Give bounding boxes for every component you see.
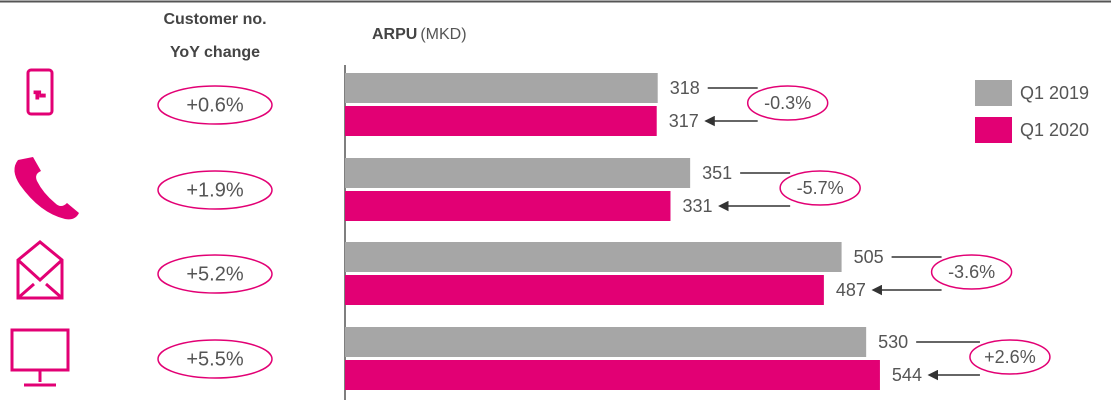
column-title: YoY change [170,44,260,61]
icon-glyph: T·· [35,91,45,100]
value-label: 505 [854,247,884,267]
chart-title: ARPU (MKD) [372,26,467,43]
change-ellipse [969,339,1051,375]
legend-swatch [975,80,1012,106]
customer-ellipse [157,170,273,210]
value-label: 544 [892,365,922,385]
value-label: 530 [878,332,908,352]
value-label: 487 [836,280,866,300]
change-ellipse [779,170,861,206]
change-ellipse [930,254,1013,290]
bar [345,73,658,103]
value-label: 331 [682,196,712,216]
customer-change: +1.9% [186,179,243,201]
subtitle: (MKD) [420,26,466,43]
customer-ellipse [157,254,273,294]
bar [345,327,867,357]
bar [345,106,657,136]
mobile-icon [26,68,54,116]
customer-change: +0.6% [186,94,243,116]
customer-ellipse [157,85,273,125]
bar [345,158,691,188]
column-title: Customer no. [163,11,266,28]
change-label: -3.6% [948,262,995,282]
change-label: -0.3% [764,93,811,113]
legend-swatch [975,117,1012,143]
customer-change: +5.2% [186,263,243,285]
bar [345,242,842,272]
tv-stand [24,370,56,387]
customer-change: +5.5% [186,348,243,370]
value-label: 351 [702,163,732,183]
change-ellipse [746,85,829,121]
bar [345,191,671,221]
phone-icon [14,157,80,220]
bar [345,360,880,390]
legend-label: Q1 2020 [1020,120,1089,140]
icons: T·· [10,68,80,387]
change-label: -5.7% [797,178,844,198]
mail-icon [16,240,64,300]
bar [345,275,824,305]
title: ARPU [372,26,417,43]
legend-label: Q1 2019 [1020,83,1089,103]
value-label: 318 [670,78,700,98]
value-label: 317 [669,111,699,131]
change-label: +2.6% [984,347,1036,367]
customer-ellipse [157,339,273,379]
tv-icon [10,328,70,372]
